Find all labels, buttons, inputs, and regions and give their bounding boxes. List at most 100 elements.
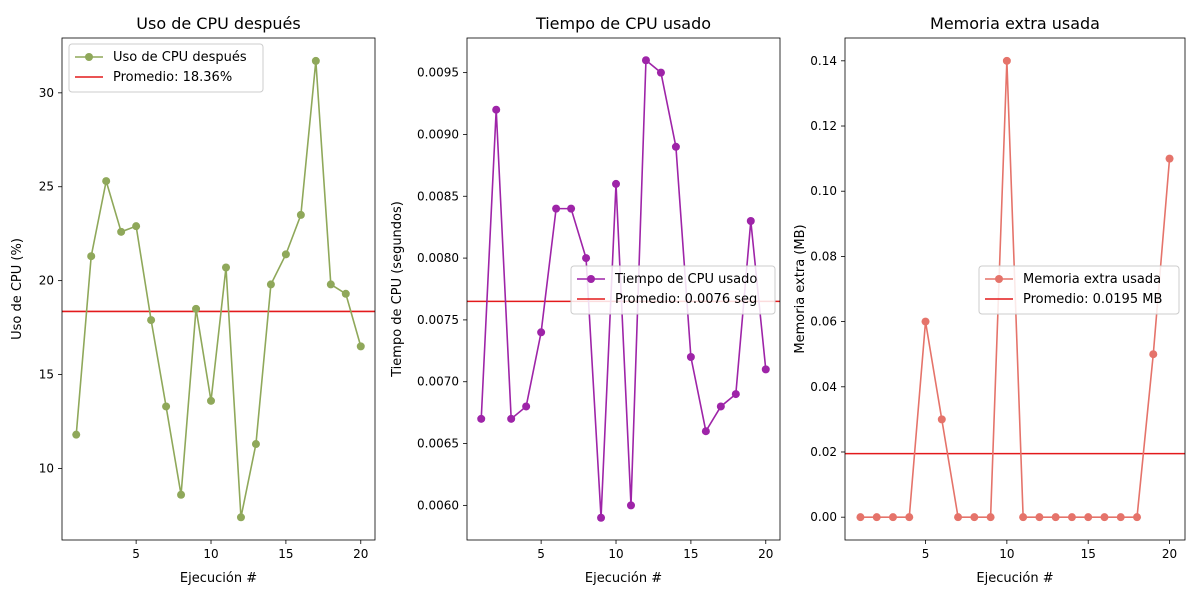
legend-box	[978, 265, 1180, 315]
data-point	[921, 317, 930, 326]
data-point	[87, 252, 96, 261]
data-point	[537, 328, 546, 337]
data-point	[701, 427, 710, 436]
legend-series-marker	[587, 275, 595, 283]
y-tick-label: 0.0065	[417, 437, 459, 451]
y-tick-label: 25	[39, 180, 54, 194]
data-point	[1116, 513, 1125, 522]
data-point	[147, 316, 156, 325]
data-point	[296, 210, 305, 219]
data-point	[1019, 513, 1028, 522]
axes-frame	[844, 37, 1186, 541]
x-tick-label: 20	[1162, 547, 1177, 561]
data-point	[507, 414, 516, 423]
data-point	[341, 289, 350, 298]
y-tick-label: 0.08	[810, 249, 837, 263]
y-tick-label: 20	[39, 274, 54, 288]
chart-title: Memoria extra usada	[930, 14, 1100, 33]
x-tick-label: 20	[353, 547, 368, 561]
chart-2: Tiempo de CPU usado 5 10 15 20 0.0060 0.0065 0.…	[390, 14, 781, 586]
y-tick-label: 0.02	[810, 445, 837, 459]
data-point	[582, 254, 591, 263]
y-axis-label: Tiempo de CPU (segundos)	[390, 201, 405, 378]
x-tick-label: 15	[1081, 547, 1096, 561]
data-point	[207, 396, 216, 405]
data-point	[761, 365, 770, 374]
legend-box	[570, 265, 776, 315]
legend-series-label: Tiempo de CPU usado	[614, 272, 757, 287]
x-tick-label: 15	[683, 547, 698, 561]
x-tick-label: 5	[537, 547, 545, 561]
data-point	[970, 513, 979, 522]
data-point	[311, 56, 320, 65]
x-tick-label: 10	[203, 547, 218, 561]
chart-3: Memoria extra usada 5 10 15 20 0.00 0.02 0.04 0.…	[793, 14, 1186, 586]
data-point	[746, 216, 755, 225]
chart-title: Tiempo de CPU usado	[535, 14, 711, 33]
x-axis-label: Ejecución #	[585, 571, 662, 586]
legend-series-marker	[85, 53, 93, 61]
data-point	[162, 402, 171, 411]
series-line-1	[480, 58, 767, 518]
data-point	[492, 105, 501, 114]
y-tick-label: 0.00	[810, 510, 837, 524]
y-tick-label: 0.12	[810, 119, 837, 133]
legend: Memoria extra usada Promedio: 0.0195 MB	[978, 265, 1180, 315]
x-axis-label: Ejecución #	[180, 571, 257, 586]
legend-average-label: Promedio: 18.36%	[113, 70, 232, 85]
x-tick-label: 15	[278, 547, 293, 561]
legend-series-label: Uso de CPU después	[113, 50, 247, 65]
legend-series-label: Memoria extra usada	[1023, 272, 1161, 287]
data-point	[1165, 154, 1174, 163]
data-point	[1067, 513, 1076, 522]
data-point	[1149, 350, 1158, 359]
data-point	[1133, 513, 1142, 522]
y-tick-label: 10	[39, 461, 54, 475]
data-point	[597, 513, 606, 522]
data-point	[986, 513, 995, 522]
y-tick-label: 0.10	[810, 184, 837, 198]
data-point	[612, 179, 621, 188]
data-point	[266, 280, 275, 289]
y-tick-label: 0.14	[810, 54, 837, 68]
data-point	[177, 490, 186, 499]
x-tick-label: 5	[132, 547, 140, 561]
y-tick-label: 0.04	[810, 380, 837, 394]
data-point	[102, 177, 111, 186]
x-axis-label: Ejecución #	[976, 571, 1053, 586]
data-point	[905, 513, 914, 522]
data-point	[356, 342, 365, 351]
legend-series-marker	[995, 275, 1003, 283]
data-point	[1035, 513, 1044, 522]
data-point	[236, 513, 245, 522]
data-point	[716, 402, 725, 411]
y-tick-label: 0.0060	[417, 498, 459, 512]
x-tick-label: 10	[608, 547, 623, 561]
y-tick-label: 0.0080	[417, 251, 459, 265]
data-point	[281, 250, 290, 259]
data-point	[686, 353, 695, 362]
x-tick-label: 10	[999, 547, 1014, 561]
y-tick-label: 15	[39, 368, 54, 382]
legend-average-label: Promedio: 0.0076 seg	[615, 292, 757, 307]
data-point	[872, 513, 881, 522]
y-tick-label: 30	[39, 86, 54, 100]
data-point	[954, 513, 963, 522]
data-point	[221, 263, 230, 272]
data-point	[1084, 513, 1093, 522]
y-axis-label: Uso de CPU (%)	[10, 238, 25, 340]
legend: Uso de CPU después Promedio: 18.36%	[68, 43, 264, 93]
data-point	[251, 440, 260, 449]
data-point	[1051, 513, 1060, 522]
data-point	[937, 415, 946, 424]
data-point	[192, 304, 201, 313]
x-tick-label: 5	[922, 547, 930, 561]
chart-title: Uso de CPU después	[136, 14, 300, 33]
series-line-1	[75, 60, 362, 518]
chart-1: Uso de CPU después 5 10 15 20 10 15 20 25 30 Ejecu…	[10, 14, 376, 586]
data-point	[552, 204, 561, 213]
data-point	[477, 414, 486, 423]
data-point	[522, 402, 531, 411]
